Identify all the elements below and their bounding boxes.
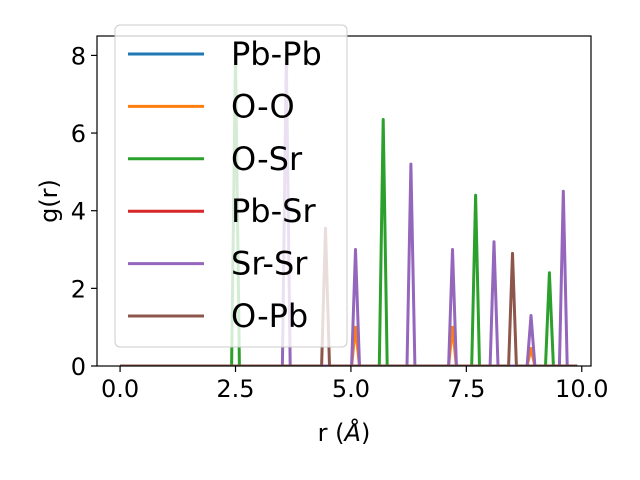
x-tick-label: 0.0: [101, 375, 139, 403]
ticks: 0.0 2.5 5.0 7.5 10.0 0 2 4 6 8: [71, 42, 609, 403]
y-axis-label: g(r): [35, 179, 63, 223]
x-axis-label: r (Å): [318, 418, 371, 447]
legend-label-o-o: O-O: [231, 87, 295, 125]
legend-label-o-pb: O-Pb: [231, 297, 308, 335]
legend: Pb-Pb O-O O-Sr Pb-Sr Sr-Sr O-Pb: [114, 24, 348, 348]
x-tick-label: 2.5: [216, 375, 254, 403]
legend-label-o-sr: O-Sr: [231, 140, 303, 178]
y-tick-label: 6: [71, 120, 86, 148]
series-line-o-o: [120, 325, 578, 366]
legend-label-pb-pb: Pb-Pb: [231, 35, 322, 73]
x-tick-label: 7.5: [447, 375, 485, 403]
y-tick-label: 8: [71, 42, 86, 70]
y-tick-label: 2: [71, 275, 86, 303]
series-line-sr-sr: [120, 53, 578, 366]
x-tick-label: 5.0: [332, 375, 370, 403]
x-tick-label: 10.0: [555, 375, 608, 403]
legend-label-pb-sr: Pb-Sr: [231, 192, 316, 230]
legend-label-sr-sr: Sr-Sr: [231, 245, 308, 283]
y-tick-label: 0: [71, 353, 86, 381]
y-tick-label: 4: [71, 198, 86, 226]
